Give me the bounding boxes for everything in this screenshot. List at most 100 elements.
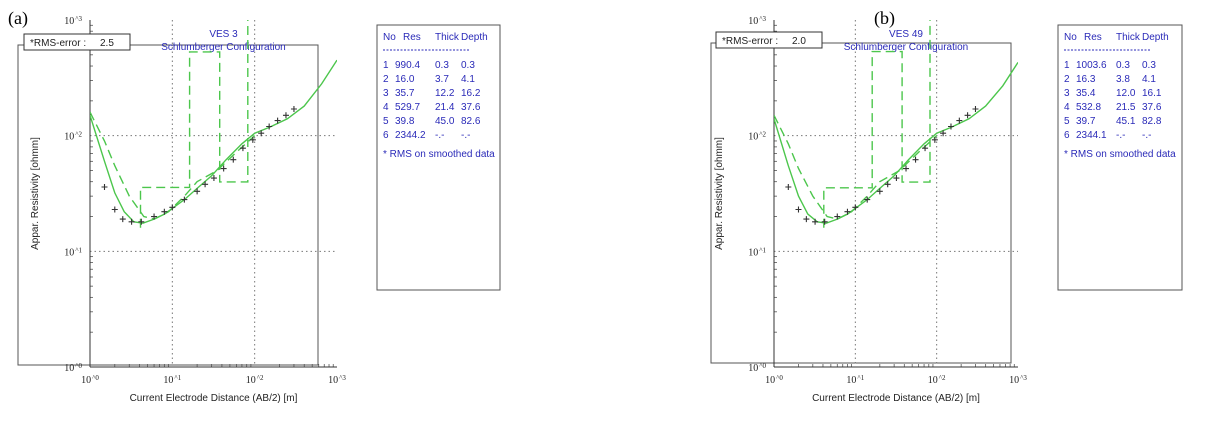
table-header: No: [383, 32, 396, 43]
table-cell: 3: [383, 88, 389, 99]
table-cell: 39.7: [1076, 116, 1096, 127]
table-cell: 12.2: [435, 88, 455, 99]
data-point-marker: [181, 196, 188, 203]
table-cell: 6: [1064, 130, 1070, 141]
data-point-marker: [239, 145, 246, 152]
table-header: Thick: [1116, 32, 1141, 43]
data-point-marker: [249, 136, 256, 143]
tick-exponent: ^0: [759, 362, 766, 370]
table-cell: 16.2: [461, 88, 481, 99]
tick-exponent: ^2: [939, 374, 946, 382]
x-axis-label: Current Electrode Distance (AB/2) [m]: [130, 393, 298, 404]
x-tick-label: 10^1: [846, 374, 864, 386]
table-cell: -.-: [461, 130, 470, 141]
table-cell: 5: [383, 116, 389, 127]
table-cell: 4.1: [461, 74, 475, 85]
data-point-marker: [282, 112, 289, 119]
data-point-marker: [964, 112, 971, 119]
data-point-marker: [274, 117, 281, 124]
x-axis-label: Current Electrode Distance (AB/2) [m]: [812, 393, 980, 404]
tick-exponent: ^1: [759, 246, 766, 254]
table-cell: 3: [1064, 88, 1070, 99]
chart-subtitle: Schlumberger Configuration: [844, 42, 969, 53]
rms-value: 2.0: [792, 36, 806, 47]
table-header: Res: [1084, 32, 1102, 43]
data-point-marker: [220, 165, 227, 172]
table-cell: 1: [383, 60, 389, 71]
y-tick-label: 10^1: [64, 246, 82, 258]
table-cell: 82.6: [461, 116, 481, 127]
rms-box: [23, 33, 131, 51]
tick-exponent: ^2: [75, 131, 82, 139]
rms-label: *RMS-error :: [722, 36, 778, 47]
data-point-marker: [834, 213, 841, 220]
data-point-marker: [844, 208, 851, 215]
data-point-marker: [940, 130, 947, 137]
data-layer: [774, 20, 1018, 228]
chart-panel-a: 10^0 10^1 10^2 10^3 10^0 10^1 10^2 10^3 Current …: [17, 15, 501, 404]
data-point-marker: [803, 216, 810, 223]
table-cell: 0.3: [461, 60, 475, 71]
plot-frame: [17, 44, 319, 366]
data-point-marker: [931, 136, 938, 143]
table-cell: 2344.2: [395, 130, 426, 141]
table-cell: 12.0: [1116, 88, 1136, 99]
data-point-marker: [893, 175, 900, 182]
table-cell: 2344.1: [1076, 130, 1107, 141]
y-tick-label: 10^0: [64, 362, 82, 374]
table-cell: 35.7: [395, 88, 415, 99]
y-tick-label: 10^2: [748, 131, 766, 143]
table-cell: 0.3: [1116, 60, 1130, 71]
table-cell: 45.0: [435, 116, 455, 127]
tick-exponent: ^3: [759, 15, 766, 23]
data-point-marker: [258, 130, 265, 137]
table-cell: 2: [383, 74, 389, 85]
rms-value: 2.5: [100, 38, 114, 49]
data-point-marker: [202, 181, 209, 188]
data-point-marker: [290, 106, 297, 113]
data-point-marker: [210, 175, 217, 182]
data-point-marker: [922, 145, 929, 152]
table-cell: 21.5: [1116, 102, 1136, 113]
tick-exponent: ^1: [857, 374, 864, 382]
y-tick-label: 10^3: [64, 15, 82, 27]
tick-exponent: ^1: [75, 246, 82, 254]
x-tick-label: 10^2: [246, 374, 264, 386]
table-cell: 16.0: [395, 74, 415, 85]
data-point-marker: [956, 117, 963, 124]
tick-exponent: ^0: [92, 374, 99, 382]
x-tick-label: 10^3: [328, 374, 346, 386]
fitted-curve-line: [90, 59, 337, 224]
data-point-marker: [785, 183, 792, 190]
tick-exponent: ^3: [75, 15, 82, 23]
table-note: * RMS on smoothed data: [1064, 149, 1176, 160]
table-cell: 4: [1064, 102, 1070, 113]
table-cell: 1: [1064, 60, 1070, 71]
table-cell: -.-: [1142, 130, 1151, 141]
y-tick-label: 10^3: [748, 15, 766, 27]
y-tick-label: 10^1: [748, 246, 766, 258]
chart-title: VES 3: [209, 29, 238, 40]
data-layer: [90, 20, 337, 228]
table-cell: 0.3: [1142, 60, 1156, 71]
fitted-curve-line: [774, 62, 1018, 224]
table-cell: 2: [1064, 74, 1070, 85]
data-point-marker: [795, 206, 802, 213]
data-point-marker: [912, 156, 919, 163]
tick-exponent: ^0: [776, 374, 783, 382]
x-tick-label: 10^2: [928, 374, 946, 386]
table-cell: 532.8: [1076, 102, 1101, 113]
table-cell: 3.7: [435, 74, 449, 85]
panel-label-a: (a): [8, 8, 28, 28]
data-point-marker: [852, 204, 859, 211]
rms-label: *RMS-error :: [30, 38, 86, 49]
table-cell: 990.4: [395, 60, 420, 71]
data-point-marker: [812, 218, 819, 225]
table-header: Depth: [1142, 32, 1169, 43]
data-point-marker: [864, 196, 871, 203]
table-cell: 35.4: [1076, 88, 1096, 99]
results-table-box: [1057, 24, 1183, 291]
table-cell: 16.1: [1142, 88, 1162, 99]
layer-model-step-line: [139, 20, 249, 228]
table-header: Res: [403, 32, 421, 43]
